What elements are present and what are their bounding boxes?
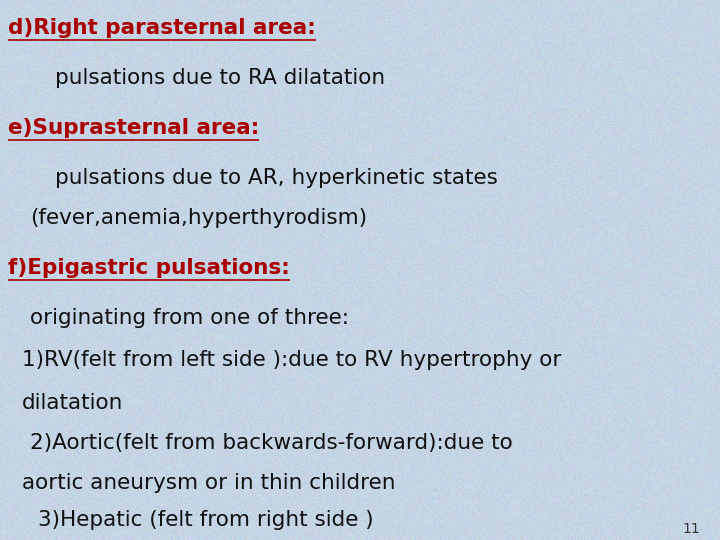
Text: f)Epigastric pulsations:: f)Epigastric pulsations:	[8, 258, 289, 278]
Text: 3)Hepatic (felt from right side ): 3)Hepatic (felt from right side )	[38, 510, 374, 530]
Text: pulsations due to RA dilatation: pulsations due to RA dilatation	[55, 68, 385, 88]
Text: aortic aneurysm or in thin children: aortic aneurysm or in thin children	[22, 473, 395, 493]
Text: (fever,anemia,hyperthyrodism): (fever,anemia,hyperthyrodism)	[30, 208, 367, 228]
Text: 1)RV(felt from left side ):due to RV hypertrophy or: 1)RV(felt from left side ):due to RV hyp…	[22, 350, 562, 370]
Text: 11: 11	[683, 522, 700, 536]
Text: pulsations due to AR, hyperkinetic states: pulsations due to AR, hyperkinetic state…	[55, 168, 498, 188]
Text: 2)Aortic(felt from backwards-forward):due to: 2)Aortic(felt from backwards-forward):du…	[30, 433, 513, 453]
Text: dilatation: dilatation	[22, 393, 123, 413]
Text: originating from one of three:: originating from one of three:	[30, 308, 349, 328]
Text: e)Suprasternal area:: e)Suprasternal area:	[8, 118, 259, 138]
Text: d)Right parasternal area:: d)Right parasternal area:	[8, 18, 316, 38]
